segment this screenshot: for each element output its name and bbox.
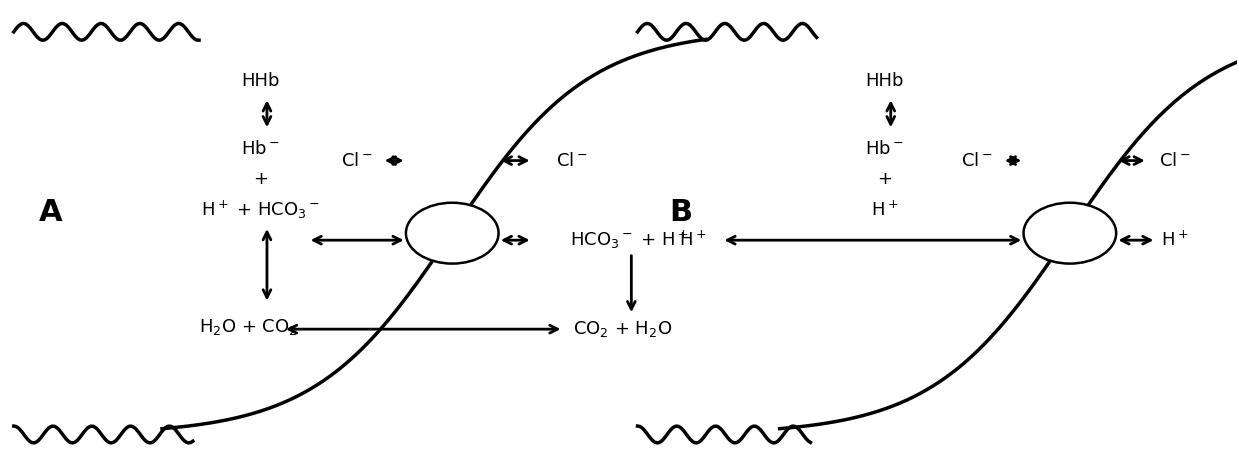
Text: JS: JS bbox=[1060, 224, 1081, 243]
Text: HHb: HHb bbox=[865, 72, 904, 90]
Text: H$_2$O + CO$_2$: H$_2$O + CO$_2$ bbox=[199, 317, 297, 337]
Text: Cl$^-$: Cl$^-$ bbox=[1159, 152, 1191, 170]
Text: +: + bbox=[877, 171, 893, 188]
Text: B: B bbox=[670, 198, 692, 227]
Text: Hb$^-$: Hb$^-$ bbox=[865, 140, 904, 158]
Text: Hb$^-$: Hb$^-$ bbox=[241, 140, 280, 158]
Text: HCO$_3$$^-$ + H$^+$: HCO$_3$$^-$ + H$^+$ bbox=[569, 229, 688, 252]
Text: Cl$^-$: Cl$^-$ bbox=[556, 152, 588, 170]
Text: H$^+$: H$^+$ bbox=[870, 200, 899, 219]
Text: A: A bbox=[38, 198, 63, 227]
Text: CO$_2$ + H$_2$O: CO$_2$ + H$_2$O bbox=[573, 319, 672, 339]
Ellipse shape bbox=[1024, 203, 1117, 264]
Text: H$^+$: H$^+$ bbox=[680, 230, 707, 250]
Ellipse shape bbox=[406, 203, 499, 264]
Text: H$^+$ + HCO$_3$$^-$: H$^+$ + HCO$_3$$^-$ bbox=[202, 199, 321, 221]
Text: Cl$^-$: Cl$^-$ bbox=[962, 152, 993, 170]
Text: Cl$^-$: Cl$^-$ bbox=[342, 152, 373, 170]
Text: HHb: HHb bbox=[241, 72, 280, 90]
Text: H$^+$: H$^+$ bbox=[1161, 230, 1188, 250]
Text: AE1: AE1 bbox=[431, 224, 473, 243]
Text: +: + bbox=[254, 171, 269, 188]
